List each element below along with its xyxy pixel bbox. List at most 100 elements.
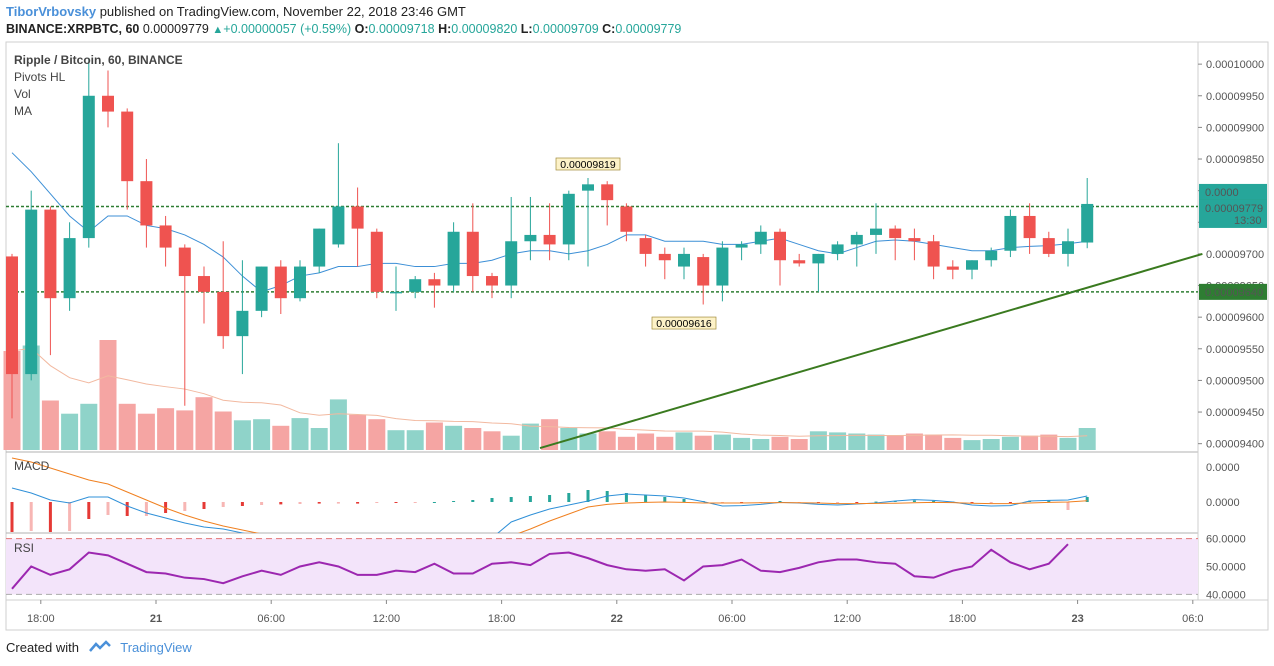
price-chart[interactable]: 0.00010000 0.00009950 0.00009900 0.00009850…: [0, 0, 1274, 640]
macd-histogram-bar: [932, 500, 936, 502]
time-tick-label: 12:00: [833, 613, 861, 625]
macd-histogram-bar: [68, 502, 72, 531]
macd-histogram-bar: [298, 502, 302, 504]
time-tick-label: 06:00: [718, 613, 746, 625]
ohlc-summary: BINANCE:XRPBTC, 60 0.00009779 ▲+0.000000…: [6, 22, 681, 36]
candle-body: [678, 253, 690, 267]
price-tick-label: 0.00009700: [1206, 249, 1264, 261]
macd-histogram-bar: [356, 502, 360, 504]
volume-bar: [272, 425, 290, 450]
macd-histogram-bar: [29, 502, 33, 531]
candle-body: [908, 238, 921, 242]
volume-bar: [1001, 436, 1019, 450]
volume-bar: [425, 422, 443, 450]
macd-histogram-bar: [394, 502, 398, 503]
volume-bar: [598, 431, 616, 450]
support-trendline: [539, 252, 1203, 450]
candle-body: [6, 256, 18, 375]
volume-bar: [733, 437, 751, 450]
candle-body: [985, 250, 998, 261]
macd-pane: [10, 457, 1089, 533]
volume-bar: [637, 433, 655, 450]
candle-body: [447, 231, 460, 286]
macd-tick-label: 0.0000: [1206, 497, 1240, 509]
price-tick-label: 0.00009400: [1206, 439, 1264, 451]
candle-body: [1004, 215, 1017, 251]
time-tick-label: 18:00: [27, 613, 55, 625]
time-axis: [5, 599, 1269, 631]
price-tick-label: 0.00010000: [1206, 59, 1264, 71]
volume-bar: [1021, 435, 1039, 450]
candle-body: [927, 241, 940, 267]
volume-bar: [752, 439, 770, 450]
volume-bar: [233, 420, 251, 450]
candle-body: [620, 206, 633, 232]
partial-price-tag: [1199, 183, 1267, 200]
macd-label: MACD: [14, 459, 50, 473]
open-value: 0.00009718: [368, 22, 435, 36]
high-label: H:: [438, 22, 452, 36]
volume-bar: [157, 408, 175, 450]
time-tick-label: 18:00: [488, 613, 516, 625]
candle-body: [1042, 238, 1055, 254]
macd-histogram-bar: [144, 502, 148, 516]
candle-body: [774, 231, 786, 261]
candle-body: [1062, 241, 1074, 254]
macd-histogram-bar: [452, 501, 456, 502]
candle-body: [409, 279, 422, 292]
time-tick-label: 18:00: [949, 613, 977, 625]
volume-bar: [905, 433, 923, 450]
candle-body: [543, 234, 556, 245]
candle-body: [582, 184, 594, 191]
volume-bar: [944, 437, 962, 450]
volume-bar: [809, 431, 827, 450]
time-tick-label: 06:00: [257, 613, 285, 625]
macd-histogram-bar: [87, 502, 91, 519]
price-tick-label: 0.00009900: [1206, 122, 1264, 134]
macd-histogram-bar: [912, 500, 916, 502]
macd-histogram-bar: [778, 501, 782, 502]
time-tick-label: 12:00: [373, 613, 401, 625]
candle-body: [831, 244, 844, 254]
volume-bar: [349, 414, 367, 450]
published-text: published on TradingView.com, November 2…: [99, 4, 466, 19]
footer: Created with TradingView: [6, 640, 192, 655]
macd-histogram-bar: [855, 502, 859, 503]
macd-histogram-bar: [644, 495, 648, 502]
volume-bar: [867, 434, 885, 450]
candle-body: [1023, 215, 1036, 239]
volume-bar: [483, 431, 501, 450]
candle-body: [332, 206, 345, 245]
candle-body: [524, 234, 537, 242]
candle-body: [793, 260, 806, 264]
last-price-label: 0.00009779: [1205, 203, 1263, 215]
volume-bar: [368, 419, 386, 450]
legend-item: MA: [14, 104, 32, 118]
symbol-label: BINANCE:XRPBTC, 60: [6, 22, 140, 36]
tradingview-logo-icon: [88, 640, 111, 652]
price-tick-label: 0.00009600: [1206, 312, 1264, 324]
macd-histogram-bar: [106, 502, 110, 515]
rsi-tick-label: 50.0000: [1206, 562, 1246, 574]
macd-histogram-bar: [509, 497, 513, 502]
candle-body: [159, 225, 172, 248]
candle-body: [658, 253, 671, 261]
volume-bar: [925, 434, 943, 450]
volume-bar: [886, 435, 904, 450]
candle-body: [121, 111, 134, 182]
volume-bar: [61, 413, 79, 450]
macd-histogram-bar: [260, 502, 264, 505]
volume-bar: [1059, 437, 1077, 450]
tradingview-brand[interactable]: TradingView: [120, 640, 192, 655]
candle-body: [140, 181, 153, 226]
macd-histogram-bar: [1085, 497, 1089, 502]
candle-body: [486, 276, 498, 286]
close-label: C:: [602, 22, 616, 36]
author-link[interactable]: TiborVrbovsky: [6, 4, 97, 19]
volume-bar: [675, 432, 693, 450]
macd-histogram-bar: [548, 495, 552, 502]
legend-item: Pivots HL: [14, 70, 66, 84]
macd-histogram-bar: [490, 498, 494, 502]
macd-histogram-bar: [240, 502, 244, 506]
macd-histogram-bar: [874, 501, 878, 503]
